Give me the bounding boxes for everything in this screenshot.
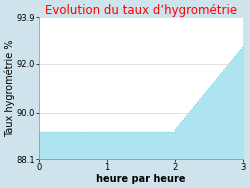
X-axis label: heure par heure: heure par heure <box>96 174 186 184</box>
Title: Evolution du taux d’hygrométrie: Evolution du taux d’hygrométrie <box>45 4 237 17</box>
Y-axis label: Taux hygrométrie %: Taux hygrométrie % <box>4 39 15 137</box>
